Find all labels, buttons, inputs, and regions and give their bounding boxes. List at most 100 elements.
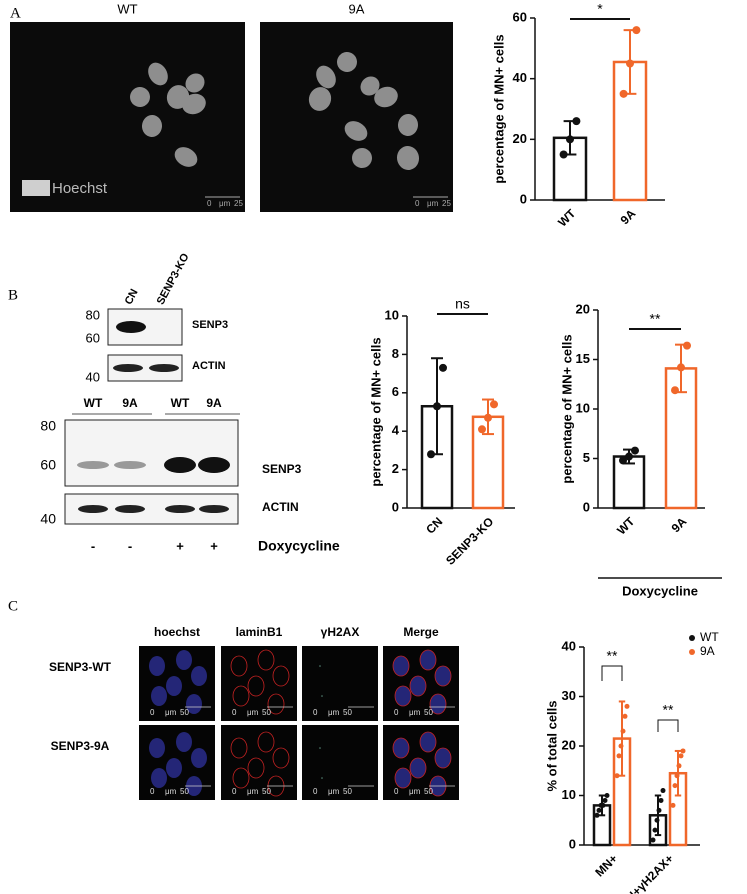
nucleus: [148, 62, 168, 86]
y-tick-label: 20: [576, 301, 590, 316]
foci: [319, 747, 321, 749]
x-tick-label: MN+: [592, 851, 620, 879]
y-tick-label: 40: [513, 70, 527, 85]
data-point: [632, 26, 641, 35]
data-point: [671, 386, 679, 395]
row-label: SENP3-WT: [49, 660, 112, 674]
nucleus: [130, 87, 150, 107]
nucleus: [141, 115, 163, 137]
x-tick-label: WT: [614, 514, 638, 538]
nucleus: [185, 73, 205, 93]
data-point: [660, 788, 666, 794]
scale-text: μm: [409, 787, 421, 796]
y-tick-label: 0: [583, 499, 590, 514]
column-label: Merge: [403, 625, 439, 639]
nucleus: [393, 656, 409, 676]
scale-text: μm: [219, 199, 231, 208]
scale-text: 0: [150, 708, 155, 717]
column-label: hoechst: [154, 625, 200, 639]
nucleus: [397, 114, 419, 136]
y-tick-label: 40: [562, 638, 576, 653]
data-point: [600, 802, 606, 808]
scale-text: 0: [415, 199, 420, 208]
x-tick-label: CN: [423, 514, 445, 536]
data-point: [594, 812, 600, 818]
legend-label: WT: [700, 630, 719, 644]
scale-text: 50: [180, 787, 189, 796]
y-tick-label: 5: [583, 450, 590, 465]
data-point: [672, 783, 678, 789]
scale-text: 50: [262, 708, 271, 717]
y-tick-label: 10: [562, 787, 576, 802]
x-tick-label: 9A: [618, 206, 639, 227]
data-point: [490, 400, 498, 409]
lamina: [257, 649, 275, 671]
nucleus: [410, 758, 426, 778]
data-point: [626, 59, 634, 68]
significance-label: *: [597, 1, 603, 17]
nucleus: [393, 738, 409, 758]
nucleus: [374, 86, 398, 108]
nucleus: [151, 768, 167, 788]
data-point: [654, 817, 660, 823]
scale-text: 0: [150, 787, 155, 796]
data-point: [616, 753, 622, 759]
row-label: SENP3-9A: [51, 739, 110, 753]
band: [198, 457, 230, 473]
band: [115, 505, 145, 513]
lamina: [257, 731, 275, 753]
legend-label: 9A: [700, 644, 715, 658]
nucleus: [191, 748, 207, 768]
nucleus: [176, 732, 192, 752]
significance-label: **: [663, 702, 674, 718]
data-point: [620, 728, 626, 734]
nucleus: [151, 686, 167, 706]
y-tick-label: 10: [576, 400, 590, 415]
y-tick-label: 6: [392, 384, 399, 399]
lane-label: 9A: [122, 396, 138, 410]
scale-text: 50: [180, 708, 189, 717]
scale-text: 50: [343, 708, 352, 717]
stain-label: Hoechst: [52, 180, 108, 197]
band: [199, 505, 229, 513]
data-point: [680, 748, 686, 754]
scale-text: μm: [427, 199, 439, 208]
y-tick-label: 4: [392, 423, 400, 438]
x-tick-label: SENP3-KO: [443, 514, 496, 567]
y-tick-label: 0: [520, 191, 527, 206]
lane-label: WT: [171, 396, 190, 410]
nucleus: [191, 666, 207, 686]
lamina: [392, 655, 410, 677]
data-point: [604, 793, 610, 798]
nucleus: [166, 676, 182, 696]
data-point: [572, 117, 581, 126]
lane-label: WT: [84, 396, 103, 410]
treatment: -: [128, 538, 132, 553]
scale-text: μm: [409, 708, 421, 717]
y-tick-label: 8: [392, 346, 399, 361]
scale-text: 25: [234, 199, 243, 208]
micrograph: [302, 725, 378, 800]
scale-text: 0: [394, 787, 399, 796]
nucleus: [149, 656, 165, 676]
band: [165, 505, 195, 513]
lamina: [429, 693, 447, 715]
lamina: [394, 767, 412, 789]
data-point: [677, 363, 685, 372]
data-point: [622, 713, 628, 719]
data-point: [678, 753, 684, 759]
column-label: γH2AX: [321, 625, 360, 639]
lamina: [247, 757, 265, 779]
scale-text: 0: [313, 787, 318, 796]
nucleus: [435, 666, 451, 686]
legend-marker: [689, 635, 695, 641]
lamina: [409, 757, 427, 779]
nucleus: [420, 732, 436, 752]
lamina: [392, 737, 410, 759]
lamina: [394, 685, 412, 707]
scale-text: μm: [165, 787, 177, 796]
nucleus: [360, 76, 380, 96]
y-axis-label: % of total cells: [544, 700, 559, 791]
nucleus: [435, 748, 451, 768]
